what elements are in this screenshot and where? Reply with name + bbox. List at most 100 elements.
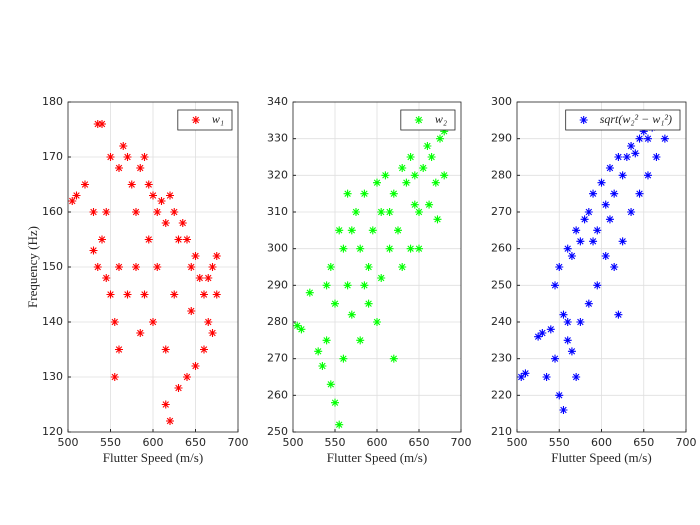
marker [191,252,200,260]
x-axis-label: Flutter Speed (m/s) [551,450,651,465]
marker [385,244,394,253]
marker [389,354,398,363]
marker [297,325,306,334]
marker [161,400,170,409]
marker [423,142,432,150]
marker [436,134,444,143]
marker [178,219,187,227]
marker [373,178,381,187]
legend: w₂ [400,109,456,131]
marker [660,134,669,143]
legend: sqrt(w₂² − w₁²) [565,109,681,131]
marker [618,171,627,180]
marker [555,391,564,400]
marker [576,237,585,246]
legend-box [177,109,233,131]
marker [322,336,331,345]
marker [431,178,440,187]
y-tick-label: 130 [42,370,63,383]
marker [187,307,196,315]
y-tick-label: 210 [491,425,512,438]
marker [614,153,623,161]
marker [377,208,386,216]
marker [381,171,390,180]
x-tick-label: 700 [676,436,697,449]
marker [161,345,170,354]
marker [174,384,183,392]
marker [115,164,123,172]
y-axis-label: Frequency (Hz) [25,226,40,308]
legend-label: sqrt(w₂² − w₁²) [600,112,672,126]
marker [149,191,157,200]
marker [542,373,551,381]
marker [360,189,369,198]
y-tick-label: 160 [42,205,63,218]
marker [572,226,581,235]
marker [89,246,98,255]
marker [567,347,576,356]
x-tick-label: 700 [451,436,472,449]
marker [398,164,407,172]
x-tick-label: 650 [633,436,654,449]
marker [81,180,89,189]
marker [440,171,449,180]
marker [415,244,423,253]
marker [538,329,547,337]
marker [406,153,415,161]
marker [605,215,614,224]
marker [200,345,208,354]
marker [127,180,136,189]
marker [153,263,162,271]
marker [110,373,119,381]
marker [93,263,102,271]
marker [331,299,339,308]
marker [102,274,111,282]
legend-marker [414,116,423,124]
x-axis-label: Flutter Speed (m/s) [103,450,203,465]
marker [601,252,610,260]
marker [136,329,145,337]
marker [149,318,157,326]
marker [132,208,140,216]
marker [643,171,652,180]
marker [89,208,98,216]
marker [170,208,179,216]
x-tick-label: 500 [58,436,79,449]
y-tick-label: 260 [491,242,512,255]
y-tick-label: 290 [267,278,288,291]
marker [123,290,132,299]
marker [415,208,423,216]
marker [410,200,419,209]
marker [368,226,377,235]
marker [326,380,335,389]
marker [166,191,174,200]
marker [419,164,428,172]
marker [433,215,442,224]
y-tick-label: 270 [491,205,512,218]
marker [98,120,106,128]
x-tick-label: 600 [591,436,612,449]
marker [132,263,140,271]
marker [364,299,373,308]
marker [614,310,623,319]
y-tick-label: 250 [267,425,288,438]
marker [618,237,627,246]
marker [406,244,415,253]
marker [331,398,339,407]
marker [347,310,356,319]
marker [639,127,648,136]
marker [187,263,196,271]
marker [93,120,102,128]
marker [563,244,572,253]
marker [551,354,560,363]
marker [72,191,81,200]
marker [572,373,581,381]
marker [102,208,111,216]
marker [343,281,352,290]
marker [440,127,449,136]
marker [191,362,200,370]
marker [622,153,631,161]
marker [115,345,123,354]
y-tick-label: 120 [42,425,63,438]
marker [305,288,314,297]
